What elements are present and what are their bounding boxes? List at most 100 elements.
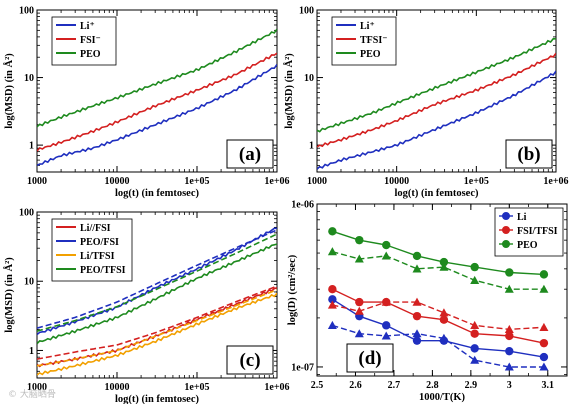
series-line-dashed [332,251,544,290]
panel-label: (d) [358,348,381,369]
x-axis-label: log(t) (in femtosec) [115,188,199,199]
plot-frame [316,9,557,173]
panel-c: 1000 10000 1e+05 1e+06 1 10 100 log(t) (in femt… [3,208,290,404]
series-line-li- [317,70,556,170]
data-point-peo [412,251,422,261]
y-tick-label: 1 [29,346,34,357]
series-line-peo-tfsi [37,243,277,345]
x-axis-label: log(t) (in femtosec) [395,188,479,199]
data-point-li [505,346,514,356]
x-tick-label: 1000 [307,176,327,187]
y-tick-label: 10 [304,73,314,84]
data-point-triangle [327,247,337,256]
x-tick-label: 1e+06 [264,176,289,187]
y-tick-label: 1 [309,141,314,152]
data-point-peo [505,268,514,277]
x-tick-label: 1e+05 [184,176,209,187]
series-line-li- [37,64,277,166]
y-axis-label: log(D) (cm²/sec) [287,254,298,325]
legend-label: PEO [517,240,538,251]
y-tick-label: 100 [299,6,314,17]
plot-frame [36,9,278,173]
data-point-triangle [412,297,422,306]
data-point-triangle [539,362,549,371]
data-point-triangle [327,320,337,329]
x-tick-label: 1000 [27,176,47,187]
data-point-fsi-tfsi [328,285,337,294]
x-tick-label: 2.5 [311,380,324,391]
x-tick-label: 10000 [105,176,130,187]
legend-label: Li⁺ [360,21,375,32]
y-tick-label: 1e-06 [291,200,314,211]
series-line-dashed [37,233,277,332]
data-point-triangle [439,262,449,271]
data-point-triangle [504,362,514,371]
data-point-triangle [539,322,549,331]
data-point-triangle [470,320,480,329]
x-tick-label: 2.9 [465,380,478,391]
series-line-dashed [37,285,277,360]
panel-label-box [226,345,274,375]
series-line-fsi-tfsi [332,288,545,344]
series-line-peo [332,230,544,276]
data-point-fsi-tfsi [439,315,449,324]
panel-label-box [346,343,394,373]
legend-marker [502,212,510,220]
data-point-triangle [439,308,449,317]
data-point-triangle [354,306,364,315]
x-tick-label: 1e+06 [543,176,568,187]
series-line-li-tfsi [37,292,277,376]
series-line-dashed [332,324,544,368]
series-line-dashed [37,229,277,329]
data-point-fsi-tfsi [355,297,364,307]
panel-label-box [226,139,274,169]
data-point-triangle [412,264,422,273]
y-tick-label: 100 [19,208,34,219]
plot-frame [36,211,278,379]
series-line-fsi- [37,52,277,152]
data-point-triangle [470,275,480,284]
y-tick-label: 10 [24,73,34,84]
legend-marker [502,240,510,248]
x-tick-label: 1e+05 [184,382,209,393]
series-line-peo-fsi [37,227,277,336]
y-axis-label: log(MSD) (in Å²) [283,53,295,129]
data-point-li [470,344,479,353]
data-point-peo [382,240,391,250]
x-tick-label: 10000 [105,382,130,393]
data-point-peo [439,257,449,267]
x-tick-label: 1e+05 [464,176,489,187]
x-tick-label: 2.7 [388,380,401,391]
data-point-triangle [354,254,364,263]
data-point-triangle [381,297,391,306]
panel-b: 1000 10000 1e+05 1e+06 1 10 100 log(t) (in femt… [283,6,569,200]
data-point-triangle [470,355,480,364]
legend-label: PEO [360,49,381,60]
x-tick-label: 1000 [27,382,47,393]
panel-d: 2.5 2.6 2.7 2.8 2.9 3 3.1 1e-07 1e-06 1000/T(K) lo… [287,200,568,403]
y-tick-label: 100 [19,6,34,17]
legend-label: Li/TFSI [80,251,115,262]
x-tick-label: 3 [507,380,512,391]
y-tick-label: 10 [24,277,34,288]
y-axis-label: log(MSD) (in Å²) [3,257,15,333]
panel-label-box [505,139,553,169]
data-point-fsi-tfsi [412,311,422,321]
data-point-fsi-tfsi [539,338,549,348]
data-point-triangle [504,324,514,334]
data-point-li [328,295,337,304]
data-point-li [382,321,391,330]
series-line-peo [37,28,277,128]
data-point-triangle [504,284,514,293]
x-tick-label: 3.1 [542,380,555,391]
legend-label: Li//FSI [80,223,111,234]
legend-label: FSI⁻ [80,35,101,46]
legend-label: TFSI⁻ [360,35,388,46]
series-line-peo [317,37,556,133]
data-point-triangle [327,300,337,309]
y-tick-label: 1e-07 [291,362,314,373]
data-point-triangle [354,329,364,338]
panel-label: (b) [517,144,540,165]
series-line-dashed [37,289,277,367]
